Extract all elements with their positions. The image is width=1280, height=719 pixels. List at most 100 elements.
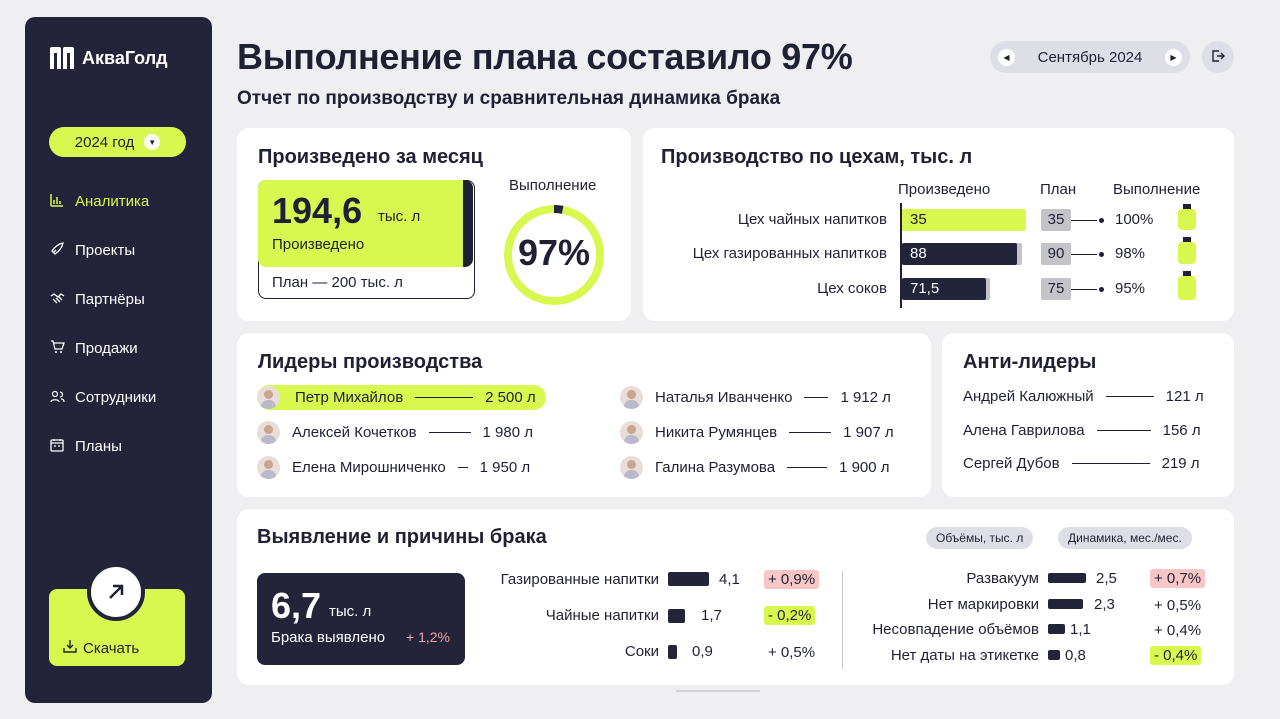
month-label: Сентябрь 2024 [1037,48,1143,66]
leader-line [457,467,468,468]
sidebar-item-plans[interactable]: Планы [49,422,156,471]
connector-dot [1099,218,1104,223]
jar-icon [1178,271,1196,300]
produced-highlight [258,180,473,267]
handshake-icon [49,292,65,308]
dynamics-filter-chip[interactable]: Динамика, мес./мес. [1058,527,1192,549]
divider [842,571,843,669]
anti-leader-name: Андрей Калюжный [963,388,1094,405]
avatar [257,421,280,444]
download-label: Скачать [83,639,140,657]
connector-line [1071,289,1097,290]
brand-logo[interactable]: АкваГолд [50,45,168,71]
leader-value: 1 912 л [840,389,891,406]
leader-item[interactable]: Петр Михайлов 2 500 л [257,385,546,410]
leader-item[interactable]: Алексей Кочетков 1 980 л [257,420,533,445]
category-bar [668,572,709,586]
workshop-name: Цех газированных напитков [692,245,887,262]
card-title: Произведено за месяц [258,146,483,168]
defect-total-box: 6,7 тыс. л Брака выявлено + 1,2% [257,573,465,665]
sidebar-item-label: Продажи [75,340,138,357]
anti-leader-name: Алена Гаврилова [963,422,1085,439]
download-icon [63,639,77,657]
completion-pct: 100% [1115,211,1154,228]
anti-leader-item[interactable]: Андрей Калюжный 121 л [963,388,1204,405]
sidebar-item-employees[interactable]: Сотрудники [49,373,156,422]
card-title: Выявление и причины брака [257,526,547,548]
header-completion: Выполнение [1113,181,1201,198]
leaders-card: Лидеры производства Петр Михайлов 2 500 … [237,333,931,497]
reason-value: 1,1 [1070,621,1091,638]
sidebar-nav: Аналитика Проекты Партнёры Продажи Сотру… [49,177,156,471]
completion-label: Выполнение [509,177,597,194]
plan-value: 35 [1041,209,1071,231]
category-value: 4,1 [719,571,740,588]
anti-leader-line [1096,430,1151,431]
reason-change: + 0,5% [1154,597,1202,614]
reason-name: Развакуум [966,570,1039,587]
completion-value: 97% [517,232,591,273]
reason-value: 2,3 [1094,596,1115,613]
reason-bar [1048,624,1065,634]
anti-leader-name: Сергей Дубов [963,455,1060,472]
card-title: Производство по цехам, тыс. л [661,146,973,168]
plan-value: 90 [1041,243,1071,265]
brand-name: АкваГолд [82,47,168,68]
workshops-card: Производство по цехам, тыс. л Произведен… [643,128,1234,321]
defect-total-unit: тыс. л [329,603,372,620]
anti-leader-value: 219 л [1161,455,1200,472]
leader-name: Петр Михайлов [295,389,404,406]
anti-leader-line [1071,463,1150,464]
leader-item[interactable]: Никита Румянцев 1 907 л [620,420,894,445]
sidebar-item-analytics[interactable]: Аналитика [49,177,156,226]
leader-name: Галина Разумова [655,459,776,476]
reason-change: + 0,7% [1150,569,1206,588]
horizontal-scrollbar[interactable] [676,690,760,692]
sidebar-item-label: Партнёры [75,291,145,308]
reason-bar [1048,599,1083,609]
sidebar-item-partners[interactable]: Партнёры [49,275,156,324]
leader-item[interactable]: Галина Разумова 1 900 л [620,455,890,480]
plan-label: План — 200 тыс. л [272,274,403,291]
sidebar-item-sales[interactable]: Продажи [49,324,156,373]
download-button[interactable]: Скачать [63,639,139,657]
volumes-filter-chip[interactable]: Объёмы, тыс. л [926,527,1034,549]
jar-icon [1178,237,1196,264]
logout-button[interactable] [1202,41,1234,73]
logo-icon [50,45,76,71]
reason-value: 2,5 [1096,570,1117,587]
sidebar-item-label: Аналитика [75,193,150,210]
reason-change: - 0,4% [1150,646,1202,665]
header-plan: План [1040,181,1077,198]
chevron-left-icon[interactable]: ◀ [998,48,1015,66]
cart-icon [49,340,65,357]
reason-bar [1048,573,1086,583]
leader-name: Алексей Кочетков [292,424,417,441]
leader-line [428,432,471,433]
category-bar [668,645,677,659]
chevron-right-icon[interactable]: ▶ [1165,48,1182,66]
anti-leader-item[interactable]: Алена Гаврилова 156 л [963,422,1201,439]
card-title: Лидеры производства [258,351,483,373]
anti-leader-item[interactable]: Сергей Дубов 219 л [963,455,1200,472]
reason-name: Несовпадение объёмов [872,621,1039,638]
defect-total-value: 6,7 [271,585,322,626]
produced-value: 194,6 [272,190,363,231]
category-change: + 0,9% [764,570,820,589]
sidebar-item-label: Планы [75,438,122,455]
produced-bar: 88 [902,243,1017,265]
category-value: 1,7 [701,607,722,624]
reason-value: 0,8 [1065,647,1086,664]
chevron-down-icon: ▼ [144,134,161,150]
completion-ring [504,205,604,305]
category-value: 0,9 [692,643,713,660]
users-icon [49,390,65,406]
leader-item[interactable]: Елена Мирошниченко 1 950 л [257,455,530,480]
avatar [620,456,643,479]
sidebar-item-projects[interactable]: Проекты [49,226,156,275]
year-selector[interactable]: 2024 год ▼ [49,127,186,157]
category-name: Газированные напитки [500,571,659,588]
arrow-up-right-icon[interactable] [87,563,145,621]
category-name: Соки [624,643,659,660]
leader-item[interactable]: Наталья Иванченко 1 912 л [620,385,891,410]
